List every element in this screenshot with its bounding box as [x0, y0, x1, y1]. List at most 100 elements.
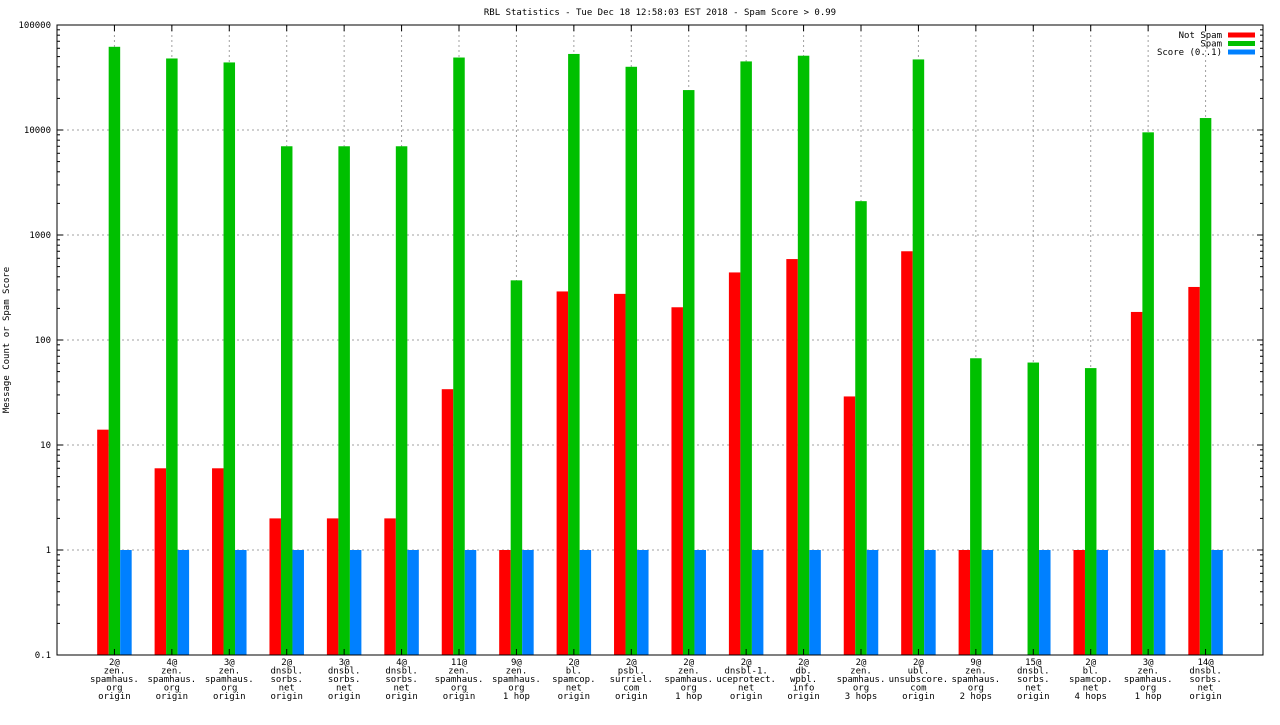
- x-tick-label: 2@: [798, 658, 809, 668]
- bar-not-spam: [1130, 311, 1143, 655]
- bar-spam: [338, 146, 350, 655]
- bar-spam: [395, 146, 408, 655]
- x-tick-label: 14@: [1197, 658, 1214, 668]
- x-tick-label: origin: [270, 692, 303, 702]
- bar-not-spam: [1073, 550, 1085, 655]
- x-tick-label: 2@: [913, 658, 924, 668]
- bar-spam: [1084, 368, 1097, 655]
- bar-not-spam: [786, 259, 798, 655]
- x-tick-label: 2@: [626, 658, 637, 668]
- x-tick-label: org: [1140, 684, 1156, 694]
- x-tick-label: 9@: [511, 658, 522, 668]
- x-tick-label: origin: [615, 692, 648, 702]
- bar-spam: [1027, 362, 1040, 655]
- x-tick-label: 2@: [683, 658, 694, 668]
- x-tick-label: 2@: [741, 658, 752, 668]
- bar-not-spam: [154, 468, 167, 655]
- x-tick-label: zen.: [218, 667, 240, 677]
- bar-not-spam: [499, 550, 511, 655]
- bar-spam: [223, 62, 236, 655]
- x-tick-label: sorbs.: [385, 675, 418, 685]
- bar-score-0-1: [866, 550, 879, 655]
- bar-not-spam: [384, 518, 396, 655]
- x-tick-label: 9@: [970, 658, 981, 668]
- y-tick-label: 100000: [18, 21, 51, 31]
- x-tick-label: spamhaus.: [837, 675, 886, 685]
- bar-spam: [970, 358, 982, 655]
- bar-score-0-1: [809, 550, 821, 655]
- x-tick-label: 2@: [109, 658, 120, 668]
- x-tick-label: net: [1197, 684, 1213, 694]
- x-tick-label: net: [566, 684, 582, 694]
- x-tick-label: dnsbl-1.: [724, 667, 767, 677]
- bar-spam: [855, 201, 867, 655]
- legend-label: Not Spam: [1179, 31, 1222, 41]
- x-tick-label: origin: [902, 692, 935, 702]
- x-tick-label: spamhaus.: [492, 675, 541, 685]
- bar-score-0-1: [1039, 550, 1051, 655]
- x-tick-label: spamcop.: [1069, 675, 1112, 685]
- bar-spam: [166, 58, 178, 656]
- bar-score-0-1: [349, 550, 362, 655]
- x-tick-label: origin: [328, 692, 361, 702]
- bar-score-0-1: [1096, 550, 1108, 655]
- x-tick-label: dnsbl.: [328, 667, 361, 677]
- bar-not-spam: [97, 429, 109, 655]
- y-tick-label: 10: [40, 441, 51, 451]
- x-tick-label: 3@: [224, 658, 235, 668]
- x-tick-label: zen.: [448, 667, 470, 677]
- x-tick-label: uceprotect.: [716, 675, 776, 685]
- x-tick-label: org: [853, 684, 869, 694]
- x-tick-label: 4@: [166, 658, 177, 668]
- bar-not-spam: [326, 518, 339, 655]
- bar-spam: [568, 53, 580, 655]
- x-tick-label: 2@: [856, 658, 867, 668]
- bar-spam: [740, 61, 752, 656]
- x-tick-label: zen.: [678, 667, 700, 677]
- bar-score-0-1: [177, 550, 190, 655]
- bar-score-0-1: [464, 550, 477, 655]
- chart-title: RBL Statistics - Tue Dec 18 12:58:03 EST…: [484, 8, 836, 18]
- bar-not-spam: [958, 550, 971, 655]
- x-tick-label: org: [508, 684, 524, 694]
- bar-spam: [510, 280, 523, 655]
- bar-not-spam: [269, 518, 281, 655]
- x-tick-label: surriel.: [610, 675, 653, 685]
- bar-score-0-1: [1153, 550, 1166, 655]
- x-tick-label: 4@: [396, 658, 407, 668]
- x-tick-label: 11@: [451, 658, 468, 668]
- x-tick-label: com: [623, 684, 639, 694]
- bar-score-0-1: [924, 550, 936, 655]
- x-tick-label: origin: [385, 692, 418, 702]
- x-tick-label: spamhaus.: [435, 675, 484, 685]
- x-tick-label: net: [279, 684, 295, 694]
- x-tick-label: 1 hop: [675, 692, 702, 702]
- bar-score-0-1: [637, 550, 649, 655]
- x-tick-label: net: [393, 684, 409, 694]
- x-tick-label: net: [738, 684, 754, 694]
- bar-not-spam: [1188, 286, 1200, 655]
- bar-spam: [625, 66, 638, 656]
- x-tick-label: 15@: [1025, 658, 1042, 668]
- x-tick-label: zen.: [850, 667, 872, 677]
- x-tick-label: origin: [787, 692, 820, 702]
- x-tick-label: 4 hops: [1074, 692, 1107, 702]
- x-tick-label: spamhaus.: [1124, 675, 1173, 685]
- bar-score-0-1: [120, 550, 132, 655]
- x-tick-label: origin: [156, 692, 189, 702]
- bar-spam: [280, 146, 293, 655]
- y-axis-label: Message Count or Spam Score: [2, 267, 12, 413]
- bar-spam: [912, 59, 925, 655]
- x-tick-label: org: [968, 684, 984, 694]
- x-tick-label: bl.: [566, 667, 582, 677]
- x-tick-label: zen.: [506, 667, 528, 677]
- bar-not-spam: [843, 396, 856, 655]
- bar-score-0-1: [694, 550, 706, 655]
- x-tick-label: dnsbl.: [1189, 667, 1222, 677]
- x-tick-label: 1 hop: [503, 692, 530, 702]
- x-tick-label: 2@: [281, 658, 292, 668]
- x-tick-label: 3@: [339, 658, 350, 668]
- x-tick-label: wpbl.: [790, 675, 817, 685]
- x-tick-label: 3 hops: [845, 692, 878, 702]
